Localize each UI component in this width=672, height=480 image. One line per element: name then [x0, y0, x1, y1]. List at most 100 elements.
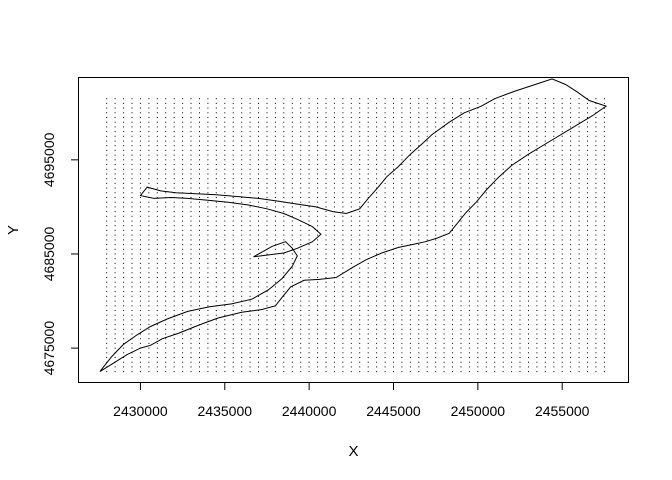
grid-point [139, 121, 141, 123]
grid-point [468, 154, 470, 156]
grid-point [587, 300, 588, 302]
grid-point [258, 149, 259, 151]
grid-point [536, 277, 538, 278]
grid-point [232, 244, 234, 246]
grid-point [199, 187, 200, 189]
grid-point [502, 211, 504, 213]
grid-point [249, 126, 251, 128]
grid-point [393, 225, 394, 227]
grid-point [603, 145, 605, 147]
grid-point [578, 352, 580, 354]
grid-point [393, 187, 394, 189]
grid-point [367, 239, 369, 241]
grid-point [317, 234, 319, 236]
grid-point [224, 310, 226, 311]
grid-point [393, 277, 394, 278]
grid-point [435, 366, 437, 368]
grid-point [561, 149, 563, 151]
grid-point [384, 173, 386, 175]
grid-point [426, 310, 428, 311]
grid-point [249, 102, 251, 104]
grid-point [207, 206, 209, 208]
grid-point [435, 342, 437, 344]
grid-point [502, 192, 504, 194]
grid-point [342, 277, 344, 278]
grid-point [485, 149, 487, 151]
grid-point [401, 102, 403, 104]
grid-point [561, 333, 563, 335]
grid-point [376, 173, 378, 175]
grid-point [232, 229, 234, 231]
grid-point [359, 98, 361, 100]
grid-point [274, 225, 276, 227]
grid-point [544, 145, 546, 147]
grid-point [570, 314, 572, 316]
grid-point [165, 140, 167, 142]
grid-point [494, 357, 496, 358]
grid-point [123, 272, 125, 274]
grid-point [536, 286, 538, 288]
grid-point [595, 215, 597, 217]
grid-point [553, 126, 555, 128]
grid-point [317, 253, 319, 255]
grid-point [384, 117, 386, 118]
grid-point [587, 135, 588, 137]
grid-point [190, 286, 192, 288]
grid-point [519, 347, 521, 349]
grid-point [199, 178, 200, 180]
grid-point [300, 342, 302, 344]
grid-point [418, 182, 420, 184]
grid-point [578, 211, 580, 213]
grid-point [274, 310, 276, 311]
grid-point [190, 277, 192, 278]
grid-point [325, 102, 327, 104]
grid-point [376, 164, 378, 165]
grid-point [207, 201, 209, 203]
grid-point [502, 366, 504, 368]
grid-point [570, 131, 572, 133]
grid-point [156, 140, 158, 142]
grid-point [452, 305, 453, 307]
grid-point [317, 117, 319, 118]
grid-point [215, 338, 217, 340]
grid-point [131, 305, 133, 307]
grid-point [544, 206, 546, 208]
grid-point [570, 361, 572, 363]
grid-point [139, 277, 141, 278]
grid-point [258, 328, 259, 330]
grid-point [443, 201, 445, 203]
grid-point [359, 333, 361, 335]
grid-point [274, 164, 276, 165]
grid-point [553, 225, 555, 227]
grid-point [308, 291, 310, 293]
grid-point [165, 112, 167, 114]
grid-point [367, 286, 369, 288]
grid-point [114, 102, 116, 104]
grid-point [477, 244, 479, 246]
grid-point [544, 262, 546, 264]
grid-point [359, 126, 361, 128]
grid-point [578, 262, 580, 264]
grid-point [553, 164, 555, 165]
grid-point [511, 262, 513, 264]
grid-point [173, 371, 175, 373]
grid-point [418, 338, 420, 340]
grid-point [156, 347, 158, 349]
grid-point [511, 192, 513, 194]
grid-point [561, 168, 563, 170]
grid-point [274, 239, 276, 241]
grid-point [165, 220, 167, 222]
grid-point [106, 305, 108, 307]
grid-point [325, 164, 327, 165]
grid-point [553, 234, 555, 236]
grid-point [528, 182, 529, 184]
grid-point [536, 121, 538, 123]
grid-point [173, 159, 175, 161]
grid-point [561, 371, 563, 373]
grid-point [578, 225, 580, 227]
grid-point [106, 145, 108, 147]
grid-point [342, 324, 344, 326]
grid-point [544, 338, 546, 340]
grid-point [587, 277, 588, 278]
grid-point [300, 239, 302, 241]
